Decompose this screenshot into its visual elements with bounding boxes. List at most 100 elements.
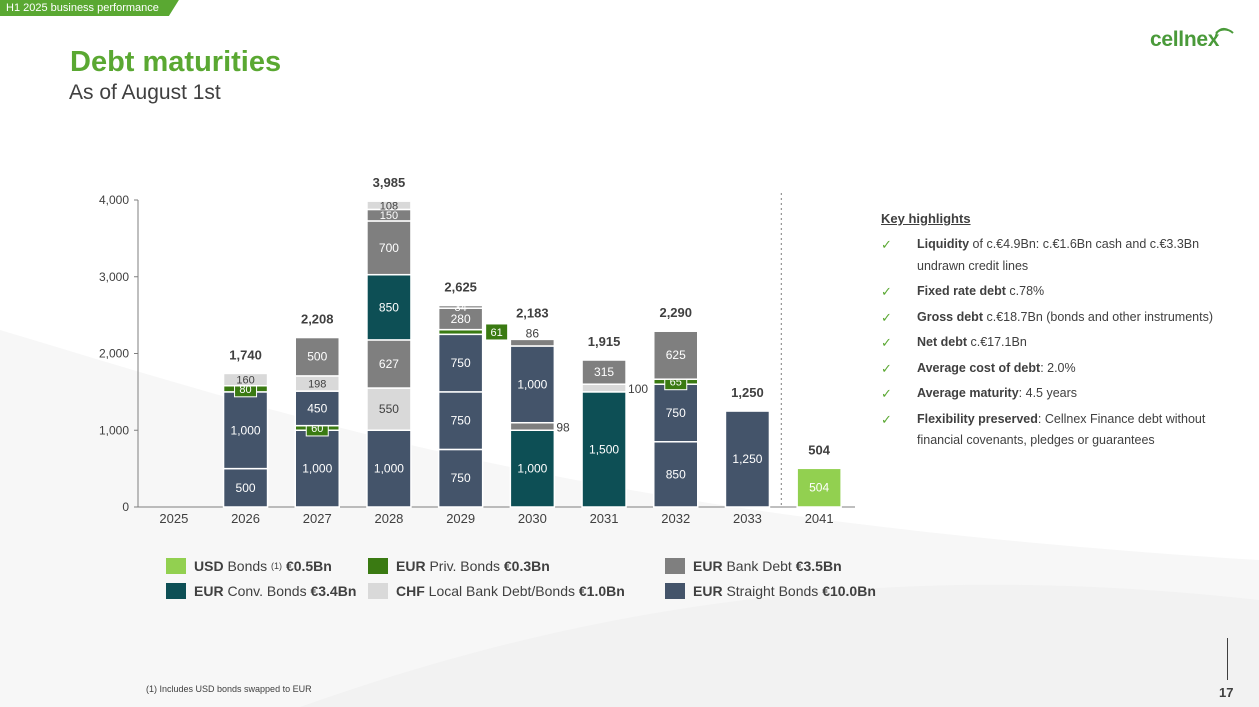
legend-amount: €1.0Bn: [578, 583, 625, 599]
highlight-text: c.€17.1Bn: [967, 335, 1027, 349]
checkmark-icon: ✓: [881, 284, 892, 299]
segment-label: 80: [239, 384, 251, 396]
legend-item: EUR Priv. Bonds €0.3Bn: [368, 558, 550, 574]
highlight-text: : 4.5 years: [1018, 386, 1078, 400]
segment-label: 750: [666, 406, 686, 420]
bar-segment: [581, 359, 627, 385]
segment-label: 750: [451, 356, 471, 370]
legend-text: Bank Debt: [722, 558, 796, 574]
legend-amount: €0.5Bn: [285, 558, 332, 574]
highlight-key: Flexibility preserved: [917, 411, 1038, 426]
highlight-item: ✓ Net debt c.€17.1Bn: [881, 332, 1231, 354]
bar-segment: [581, 383, 627, 393]
segment-label: 450: [307, 401, 327, 415]
x-tick-label: 2031: [590, 511, 619, 526]
bar-segment: [437, 333, 484, 393]
total-label: 1,915: [588, 334, 621, 349]
segment-label: 504: [809, 481, 829, 495]
segment-label: 1,000: [374, 462, 404, 476]
legend-swatch: [166, 583, 186, 599]
segment-label: 150: [380, 210, 398, 222]
legend-item: EUR Bank Debt €3.5Bn: [665, 558, 842, 574]
highlight-text: : 2.0%: [1040, 360, 1076, 375]
highlight-text: : Cellnex Finance debt without financial…: [917, 411, 1206, 448]
segment-label: 34: [455, 302, 467, 314]
total-label: 504: [808, 442, 830, 457]
bar-segment: [222, 372, 269, 387]
segment-label: 700: [379, 241, 399, 255]
bar-segment: [222, 467, 269, 508]
bar-segment: [509, 338, 556, 347]
debt-maturities-chart: 0 1,000 2,000 3,000 4,000 2025 2026 2027 2028 202…: [99, 175, 855, 526]
segment-label: 750: [451, 414, 471, 428]
y-tick-label: 0: [122, 500, 129, 514]
x-tick-label: 2028: [374, 511, 403, 526]
checkmark-icon: ✓: [881, 360, 892, 376]
bar-segment: [294, 336, 340, 377]
legend-text: Bonds: [223, 558, 272, 574]
legend-currency: EUR: [693, 558, 723, 574]
segment-label: 100: [628, 382, 648, 396]
legend-item: EUR Straight Bonds €10.0Bn: [665, 583, 876, 599]
segment-label: 280: [451, 312, 471, 326]
total-label: 1,250: [731, 385, 764, 400]
segment-label: 627: [379, 357, 399, 371]
highlight-item: ✓ Liquidity of c.€4.9Bn: c.€1.6Bn cash an…: [881, 234, 1231, 277]
legend-amount: €10.0Bn: [822, 583, 876, 599]
cellnex-logo: cellnex: [1150, 28, 1220, 51]
checkmark-icon: ✓: [881, 335, 892, 350]
legend-swatch: [166, 558, 186, 574]
page-number: 17: [1219, 685, 1234, 700]
x-tick-label: 2032: [661, 511, 690, 526]
bar-segment: [294, 429, 340, 508]
segment-label: 1,000: [302, 462, 332, 476]
legend-swatch: [368, 583, 388, 599]
highlight-key: Average maturity: [917, 386, 1019, 400]
highlight-item: ✓ Gross debt c.€18.7Bn (bonds and other i…: [881, 307, 1231, 329]
highlight-item: ✓ Fixed rate debt c.78%: [881, 281, 1231, 303]
highlight-text: of c.€4.9Bn: c.€1.6Bn cash and c.€3.3Bn …: [917, 237, 1200, 273]
legend-item: CHF Local Bank Debt/Bonds €1.0Bn: [368, 583, 625, 599]
checkmark-icon: ✓: [881, 386, 892, 401]
segment-label: 500: [307, 350, 327, 364]
segment-label: 750: [451, 471, 471, 485]
legend-item: USD Bonds (1) €0.5Bn: [166, 558, 332, 574]
signal-arcs-icon: [1214, 27, 1234, 39]
legend-currency: EUR: [194, 583, 224, 599]
segment-label: 850: [379, 300, 399, 314]
page-number-divider: [1227, 638, 1228, 680]
bar-segment: [653, 383, 699, 443]
segment-label: 1,500: [589, 442, 619, 456]
footnote: (1) Includes USD bonds swapped to EUR: [146, 684, 312, 694]
segment-label: 108: [380, 200, 398, 212]
highlight-key: Average cost of debt: [917, 360, 1041, 375]
total-label: 2,290: [659, 305, 692, 320]
section-tag: H1 2025 business performance: [0, 0, 179, 16]
key-highlights-list: ✓ Liquidity of c.€4.9Bn: c.€1.6Bn cash an…: [881, 234, 1231, 452]
legend-currency: CHF: [396, 583, 425, 599]
segment-label: 61: [491, 327, 503, 339]
highlight-key: Fixed rate debt: [917, 284, 1006, 298]
bar-segment: [294, 390, 340, 427]
legend-swatch: [665, 583, 685, 599]
priv-bond-badge: [485, 323, 509, 341]
bar-segment: [437, 448, 484, 508]
segment-label: 1,250: [732, 452, 762, 466]
highlight-text: c.€18.7Bn (bonds and other instruments): [983, 309, 1213, 324]
highlight-item: ✓ Average cost of debt: 2.0%: [881, 358, 1231, 380]
key-highlights-title: Key highlights: [881, 211, 971, 226]
segment-label: 1,000: [517, 377, 547, 391]
y-tick-label: 4,000: [99, 193, 129, 207]
page-subtitle: As of August 1st: [69, 81, 221, 104]
bar-segment: [366, 387, 412, 432]
legend-currency: EUR: [396, 558, 426, 574]
bar-segment: [366, 429, 412, 508]
legend-text: Straight Bonds: [722, 583, 823, 599]
checkmark-icon: ✓: [881, 411, 892, 427]
segment-label: 500: [236, 481, 256, 495]
bar-segment: [509, 345, 556, 424]
segment-label: 850: [666, 467, 686, 481]
segment-label: 625: [666, 348, 686, 362]
segment-label: 198: [308, 379, 326, 391]
segment-label: 98: [556, 420, 570, 434]
